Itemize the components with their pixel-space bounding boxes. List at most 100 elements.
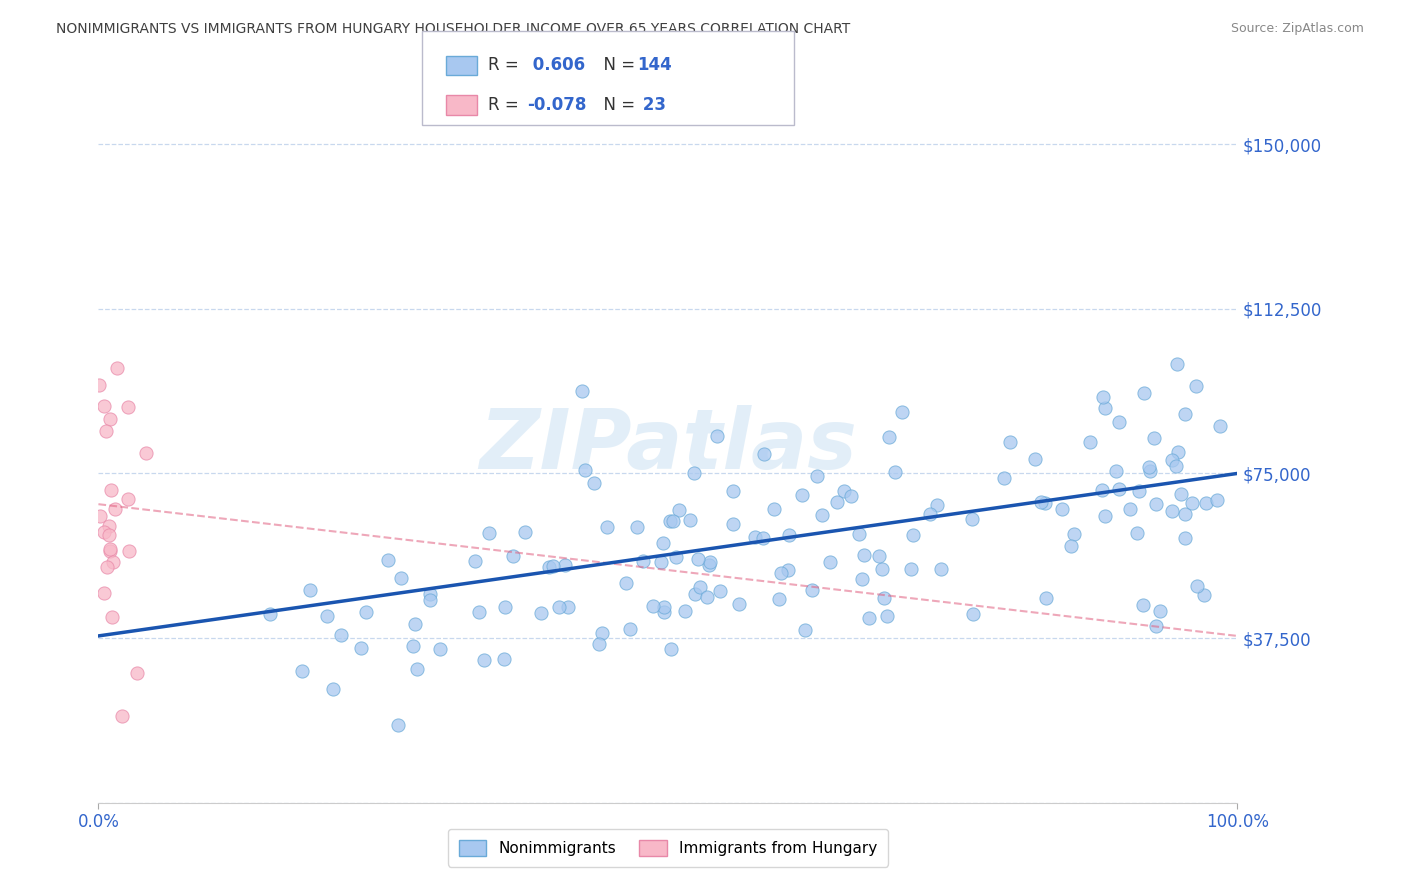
- Point: [387, 717, 409, 731]
- Point: [571, 384, 593, 399]
- Point: [1144, 497, 1167, 511]
- Point: [464, 554, 486, 568]
- Point: [825, 495, 848, 509]
- Point: [94, 424, 117, 438]
- Point: [93, 400, 115, 414]
- Point: [93, 524, 115, 539]
- Point: [659, 515, 682, 529]
- Point: [820, 555, 842, 569]
- Point: [1105, 465, 1128, 479]
- Point: [557, 599, 579, 614]
- Text: 23: 23: [637, 96, 666, 114]
- Point: [1033, 496, 1056, 510]
- Point: [104, 501, 127, 516]
- Point: [537, 560, 560, 574]
- Point: [793, 623, 815, 637]
- Point: [467, 605, 489, 619]
- Point: [1108, 482, 1130, 496]
- Point: [696, 590, 718, 604]
- Point: [962, 607, 984, 622]
- Point: [404, 616, 426, 631]
- Point: [1126, 526, 1149, 541]
- Point: [588, 637, 610, 651]
- Point: [492, 652, 515, 666]
- Point: [884, 465, 907, 479]
- Point: [1184, 379, 1206, 393]
- Point: [111, 709, 134, 723]
- Point: [1174, 407, 1197, 421]
- Point: [920, 508, 942, 522]
- Point: [1094, 508, 1116, 523]
- Point: [1091, 483, 1114, 497]
- Point: [377, 552, 399, 566]
- Point: [97, 527, 120, 541]
- Point: [652, 599, 675, 614]
- Point: [806, 469, 828, 483]
- Point: [925, 498, 948, 512]
- Point: [931, 562, 953, 576]
- Point: [135, 445, 157, 459]
- Text: R =: R =: [488, 56, 524, 74]
- Point: [100, 483, 122, 497]
- Point: [890, 405, 912, 419]
- Point: [1060, 539, 1083, 553]
- Point: [699, 555, 721, 569]
- Point: [900, 562, 922, 576]
- Point: [873, 591, 896, 606]
- Point: [614, 575, 637, 590]
- Point: [877, 430, 900, 444]
- Point: [1170, 487, 1192, 501]
- Point: [709, 583, 731, 598]
- Point: [686, 552, 709, 566]
- Point: [752, 532, 775, 546]
- Text: 0.606: 0.606: [527, 56, 585, 74]
- Point: [1108, 415, 1130, 429]
- Point: [401, 639, 423, 653]
- Point: [1094, 401, 1116, 415]
- Point: [993, 471, 1015, 485]
- Point: [117, 400, 139, 414]
- Text: -0.078: -0.078: [527, 96, 586, 114]
- Point: [848, 527, 870, 541]
- Point: [790, 488, 813, 502]
- Text: NONIMMIGRANTS VS IMMIGRANTS FROM HUNGARY HOUSEHOLDER INCOME OVER 65 YEARS CORREL: NONIMMIGRANTS VS IMMIGRANTS FROM HUNGARY…: [56, 22, 851, 37]
- Point: [591, 625, 613, 640]
- Point: [101, 610, 124, 624]
- Point: [472, 653, 495, 667]
- Point: [770, 566, 793, 580]
- Text: R =: R =: [488, 96, 524, 114]
- Point: [650, 555, 672, 569]
- Point: [494, 600, 516, 615]
- Point: [96, 559, 118, 574]
- Point: [752, 447, 775, 461]
- Point: [1063, 526, 1085, 541]
- Point: [768, 592, 790, 607]
- Point: [1174, 507, 1197, 521]
- Point: [858, 610, 880, 624]
- Point: [1050, 502, 1073, 516]
- Point: [903, 528, 925, 542]
- Point: [659, 642, 682, 657]
- Point: [998, 435, 1021, 450]
- Point: [641, 599, 664, 613]
- Point: [811, 508, 834, 522]
- Point: [1164, 458, 1187, 473]
- Point: [1078, 434, 1101, 449]
- Point: [429, 642, 451, 657]
- Point: [502, 549, 524, 563]
- Point: [706, 428, 728, 442]
- Point: [1192, 588, 1215, 602]
- Point: [1195, 495, 1218, 509]
- Point: [652, 605, 675, 619]
- Point: [322, 681, 344, 696]
- Point: [1209, 419, 1232, 434]
- Text: ZIPatlas: ZIPatlas: [479, 406, 856, 486]
- Point: [668, 503, 690, 517]
- Point: [778, 563, 800, 577]
- Point: [852, 548, 875, 562]
- Point: [1167, 444, 1189, 458]
- Point: [478, 525, 501, 540]
- Point: [103, 555, 125, 569]
- Point: [1143, 431, 1166, 445]
- Point: [665, 550, 688, 565]
